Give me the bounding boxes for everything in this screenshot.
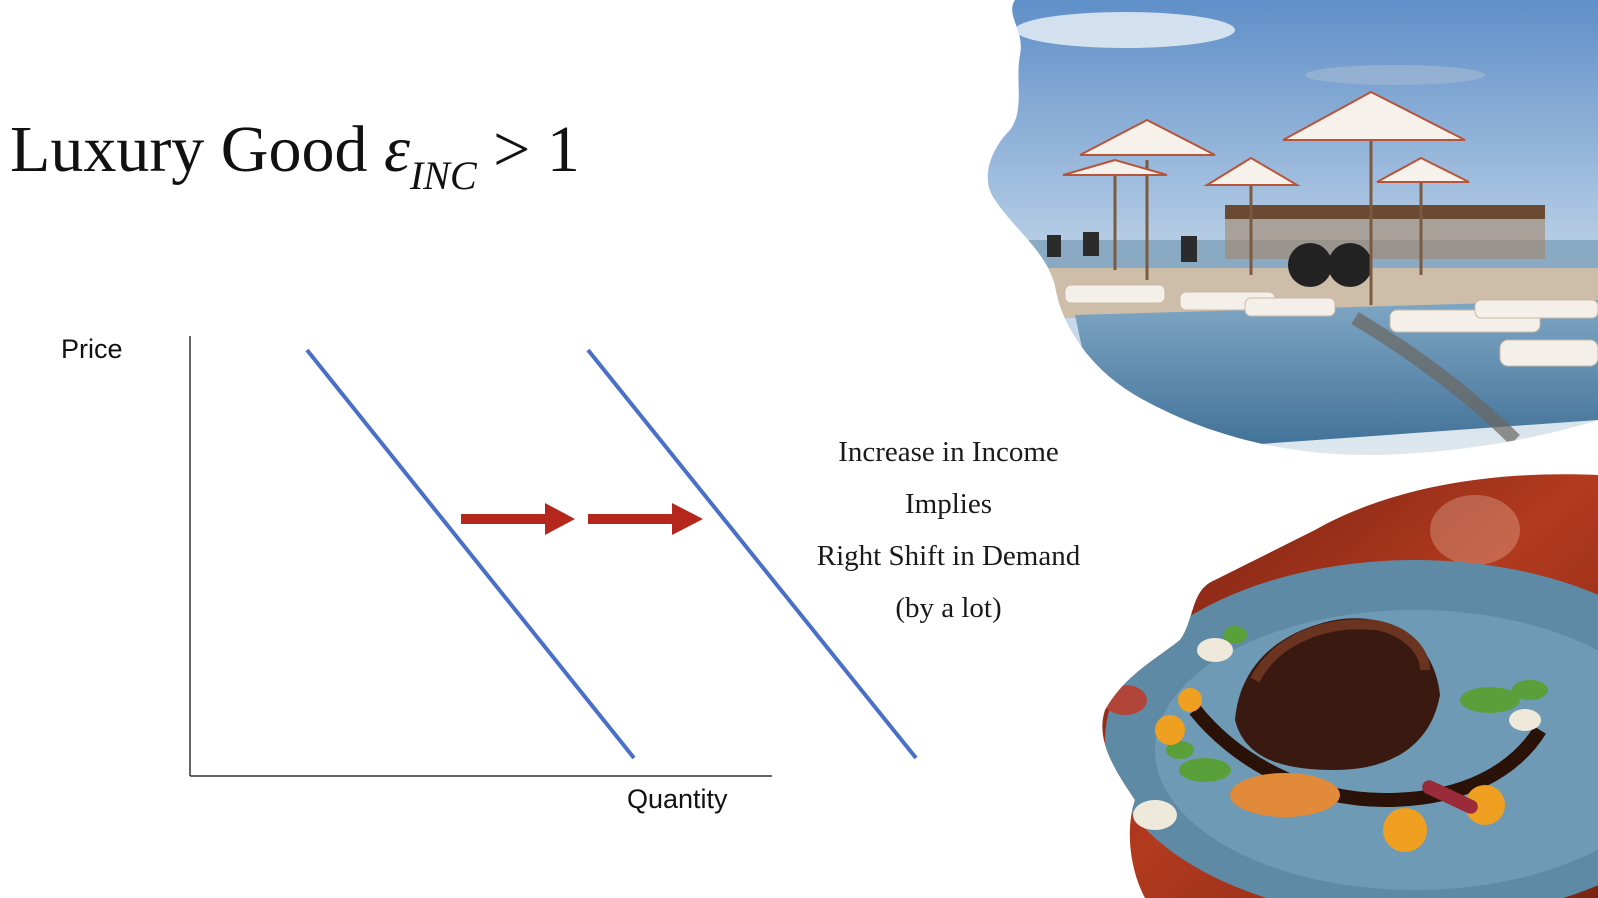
caption: Increase in Income Implies Right Shift i… — [800, 426, 1097, 634]
demand-curve-original — [305, 348, 636, 760]
fine-dining-plate-photo — [1102, 474, 1598, 898]
caption-line-2: Implies — [905, 488, 992, 520]
epsilon-symbol: ε — [383, 113, 410, 186]
title-text: Luxury Good — [10, 113, 368, 186]
shift-arrow-1 — [461, 503, 575, 535]
caption-line-1: Increase in Income — [838, 436, 1059, 468]
resort-pool-photo — [987, 0, 1598, 455]
demand-curve-shifted — [586, 348, 918, 760]
y-axis-label: Price — [61, 334, 123, 364]
page-title: Luxury Good εINC > 1 — [10, 112, 580, 198]
title-relation: > 1 — [493, 113, 580, 186]
caption-line-4: (by a lot) — [895, 592, 1002, 624]
x-axis-label: Quantity — [627, 784, 728, 814]
epsilon-subscript: INC — [409, 153, 477, 198]
shift-arrow-2 — [588, 503, 703, 535]
caption-line-3: Right Shift in Demand — [816, 540, 1081, 572]
